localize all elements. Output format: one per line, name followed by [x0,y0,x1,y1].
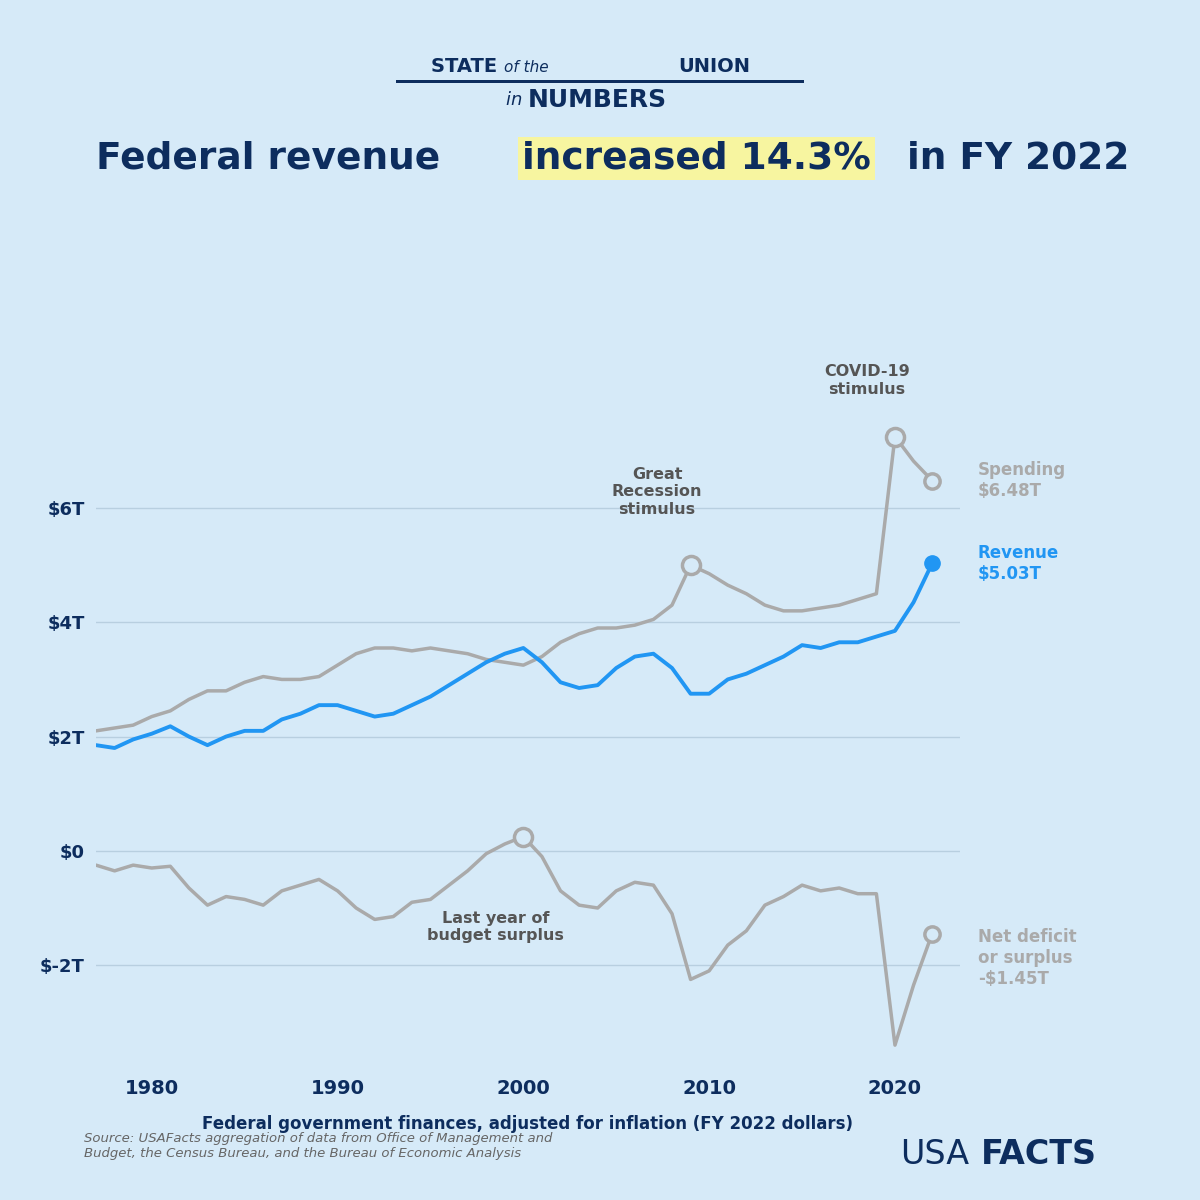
Text: Great
Recession
stimulus: Great Recession stimulus [612,467,702,516]
Text: in FY 2022: in FY 2022 [894,140,1129,176]
X-axis label: Federal government finances, adjusted for inflation (FY 2022 dollars): Federal government finances, adjusted fo… [203,1115,853,1133]
Text: Source: USAFacts aggregation of data from Office of Management and
Budget, the C: Source: USAFacts aggregation of data fro… [84,1132,552,1160]
Text: USA: USA [900,1138,970,1171]
Text: Spending
$6.48T: Spending $6.48T [978,461,1066,500]
Text: STATE: STATE [431,56,504,76]
Text: COVID-19
stimulus: COVID-19 stimulus [824,364,910,396]
Text: of the: of the [504,60,553,74]
Text: Net deficit
or surplus
-$1.45T: Net deficit or surplus -$1.45T [978,928,1076,988]
Text: Federal revenue: Federal revenue [96,140,454,176]
Text: FACTS: FACTS [980,1138,1097,1171]
Text: UNION: UNION [678,56,750,76]
Text: Revenue
$5.03T: Revenue $5.03T [978,544,1060,583]
Text: in: in [506,90,528,108]
Text: NUMBERS: NUMBERS [528,88,667,112]
Text: Last year of
budget surplus: Last year of budget surplus [427,911,564,943]
Text: increased 14.3%: increased 14.3% [522,140,871,176]
